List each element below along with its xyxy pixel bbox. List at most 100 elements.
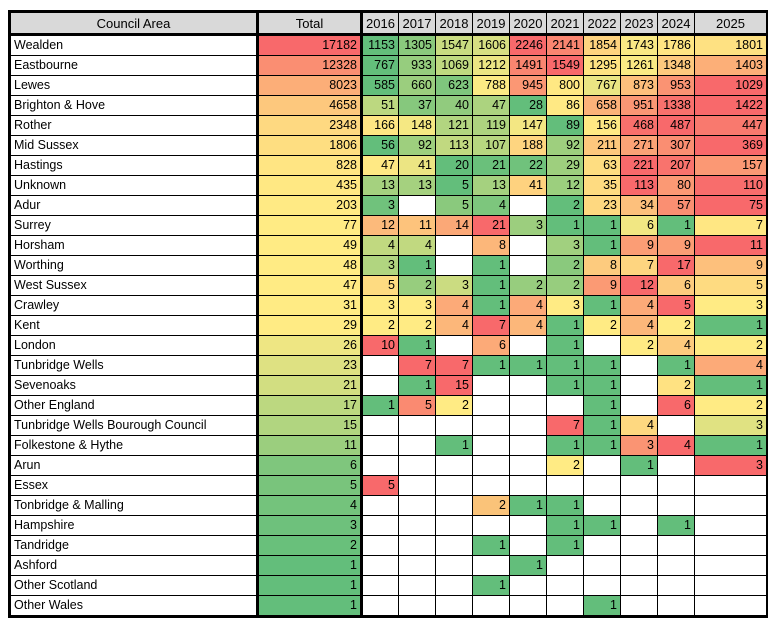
year-cell: 40 [435,95,473,116]
year-cell [509,335,547,356]
year-cell [398,555,436,576]
year-cell: 1 [657,515,695,536]
table-row: Eastbourne 12328 767 933 1069 1212 1491 1549 129… [9,55,768,76]
year-cell: 369 [694,135,768,156]
year-cell [435,595,473,617]
year-cell: 20 [435,155,473,176]
year-cell: 2 [472,495,510,516]
year-cell: 468 [620,115,658,136]
year-cell [361,375,399,396]
year-cell: 1 [657,355,695,376]
year-cell [509,475,547,496]
total-cell: 3 [257,515,363,536]
year-cell [435,515,473,536]
year-cell [657,595,695,617]
year-cell [361,355,399,376]
year-cell [361,435,399,456]
year-cell [620,515,658,536]
total-cell: 828 [257,155,363,176]
year-cell: 307 [657,135,695,156]
year-cell: 107 [472,135,510,156]
year-cell: 447 [694,115,768,136]
year-cell: 9 [694,255,768,276]
year-cell: 3 [546,295,584,316]
total-cell: 203 [257,195,363,216]
year-cell: 21 [472,215,510,236]
year-cell: 15 [435,375,473,396]
table-row: Tunbridge Wells Bourough Council 15 7 1 4 3 [9,415,768,436]
year-cell: 1606 [472,34,510,56]
total-cell: 4 [257,495,363,516]
total-cell: 21 [257,375,363,396]
year-cell: 2 [435,395,473,416]
total-cell: 11 [257,435,363,456]
year-cell [546,575,584,596]
year-cell [583,555,621,576]
year-cell: 1 [472,355,510,376]
year-cell [620,595,658,617]
year-cell: 8 [472,235,510,256]
year-cell: 2 [546,275,584,296]
total-cell: 2 [257,535,363,556]
year-cell [657,415,695,436]
year-cell: 207 [657,155,695,176]
year-cell: 14 [435,215,473,236]
year-cell [435,475,473,496]
column-header-2017: 2017 [398,11,436,36]
year-cell: 1 [398,335,436,356]
council-area-cell: Tunbridge Wells [9,355,259,376]
year-cell: 3 [509,215,547,236]
council-area-cell: Essex [9,475,259,496]
year-cell: 41 [509,175,547,196]
year-cell [398,535,436,556]
year-cell: 1 [583,295,621,316]
year-cell: 37 [398,95,436,116]
table-row: Other Scotland 1 1 [9,575,768,596]
total-cell: 12328 [257,55,363,76]
year-cell [398,415,436,436]
year-cell [472,595,510,617]
year-cell: 6 [657,275,695,296]
year-cell: 56 [361,135,399,156]
year-cell [509,595,547,617]
table-row: Brighton & Hove 4658 51 37 40 47 28 86 658 951 133… [9,95,768,116]
year-cell: 6 [657,395,695,416]
year-cell: 1212 [472,55,510,76]
year-cell: 1 [694,435,768,456]
year-cell: 7 [435,355,473,376]
year-cell [583,575,621,596]
year-cell: 4 [620,415,658,436]
year-cell [509,415,547,436]
year-cell: 1 [472,255,510,276]
year-cell: 1743 [620,34,658,56]
total-cell: 77 [257,215,363,236]
year-cell: 1 [546,315,584,336]
year-cell [472,435,510,456]
year-cell: 3 [546,235,584,256]
year-cell [509,435,547,456]
year-cell: 1 [694,315,768,336]
year-cell: 1 [472,575,510,596]
year-cell: 51 [361,95,399,116]
total-cell: 47 [257,275,363,296]
year-cell: 5 [435,175,473,196]
year-cell: 1153 [361,34,399,56]
year-cell [435,415,473,436]
year-cell: 1 [583,595,621,617]
year-cell: 28 [509,95,547,116]
year-cell: 1 [620,455,658,476]
year-cell [361,455,399,476]
year-cell: 21 [472,155,510,176]
total-cell: 1 [257,575,363,596]
year-cell [583,335,621,356]
council-area-cell: Brighton & Hove [9,95,259,116]
year-cell [435,335,473,356]
year-cell [435,575,473,596]
year-cell: 2 [398,275,436,296]
year-cell: 1 [583,435,621,456]
page: Council Area Total 2016 2017 2018 2019 2020 202… [8,10,768,618]
year-cell: 1 [657,215,695,236]
year-cell: 119 [472,115,510,136]
year-cell: 1 [583,395,621,416]
year-cell: 22 [509,155,547,176]
